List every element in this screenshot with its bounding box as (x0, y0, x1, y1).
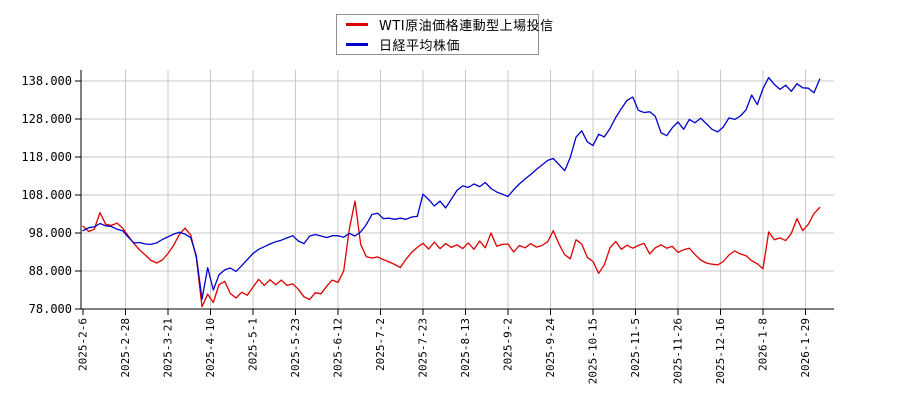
x-axis-label: 2025-10-15 (587, 318, 600, 384)
y-axis-label: 128.000 (21, 112, 72, 126)
series-line-wti (82, 200, 821, 308)
wti-line-swatch (346, 23, 368, 26)
x-axis-label: 2025-6-12 (332, 318, 345, 378)
y-axis-label: 118.000 (21, 150, 72, 164)
series-line-nikkei (82, 76, 821, 300)
y-axis-label: 98.000 (29, 226, 72, 240)
legend-item-wti: WTI原油価格連動型上場投信 (346, 16, 553, 34)
x-axis-label: 2025-2-28 (119, 318, 132, 378)
x-axis-label: 2025-8-13 (459, 318, 472, 378)
y-axis-label: 78.000 (29, 302, 72, 316)
x-axis-label: 2025-7-23 (417, 318, 430, 378)
y-axis-label: 138.000 (21, 74, 72, 88)
legend-item-nikkei: 日経平均株価 (346, 36, 538, 54)
x-axis-label: 2026-1-8 (757, 318, 770, 371)
x-axis-label: 2025-9-2 (502, 318, 515, 371)
x-axis-label: 2025-2-6 (77, 318, 90, 371)
x-axis-label: 2026-1-29 (799, 318, 812, 378)
x-axis-label: 2025-11-26 (672, 318, 685, 384)
x-axis-label: 2025-9-24 (544, 318, 557, 378)
x-axis-label: 2025-5-23 (289, 318, 302, 378)
legend: WTI原油価格連動型上場投信 日経平均株価 (336, 14, 553, 55)
legend-label-wti: WTI原油価格連動型上場投信 (379, 19, 554, 34)
y-axis-label: 88.000 (29, 264, 72, 278)
x-axis-label: 2025-11-5 (629, 318, 642, 378)
x-axis-label: 2025-7-2 (374, 318, 387, 371)
nikkei-line-swatch (346, 43, 368, 46)
x-axis-label: 2025-3-21 (162, 318, 175, 378)
x-axis-label: 2025-4-10 (204, 318, 217, 378)
legend-label-nikkei: 日経平均株価 (379, 39, 461, 54)
x-axis-label: 2025-12-16 (714, 318, 727, 384)
x-axis-label: 2025-5-1 (247, 318, 260, 371)
y-axis-label: 108.000 (21, 188, 72, 202)
